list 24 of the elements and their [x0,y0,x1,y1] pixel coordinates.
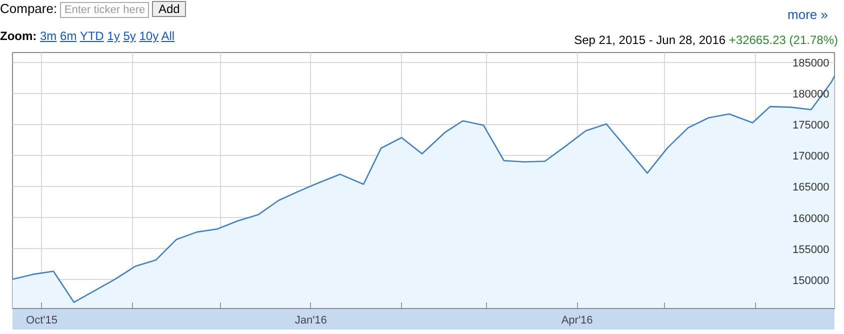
y-tick-label: 150000 [792,274,830,287]
text: YTD [80,29,104,43]
y-tick-label: 165000 [792,182,830,194]
x-tick-label: Jan'16 [294,314,327,326]
text: Enter ticker here [60,2,150,18]
text: All [161,29,175,43]
text: 5y [123,29,136,43]
chart-title: Sep 21, 2015 - Jun 28, 2016 [574,33,726,47]
text: 1y [107,29,120,43]
y-tick-label: 185000 [792,57,830,70]
y-tick-label: 155000 [792,244,830,256]
text: 6m [60,29,77,43]
x-tick-label: Oct'15 [26,314,58,326]
text: 10y [139,29,159,43]
y-tick-label: 160000 [792,212,830,225]
text: more » [788,6,828,24]
x-tick-label: Apr'16 [561,314,593,326]
text: Add [152,1,186,17]
text: Zoom: [0,29,37,43]
y-tick-label: 175000 [792,120,830,132]
text: Compare: [0,1,58,16]
text: 3m [40,29,57,43]
chart-subtitle: +32665.23 (21.78%) [728,33,838,47]
y-tick-label: 170000 [792,150,830,163]
